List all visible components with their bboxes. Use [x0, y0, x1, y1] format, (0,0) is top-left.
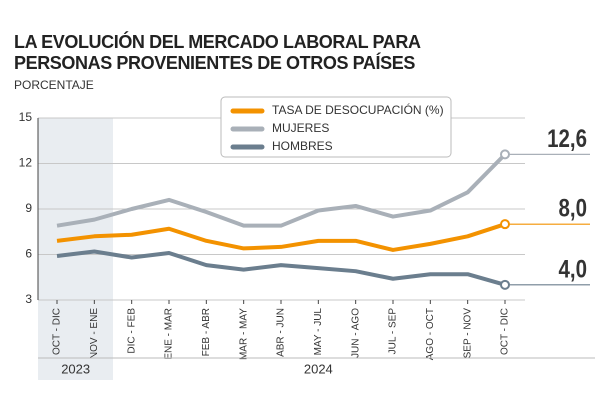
x-tick-label: JUL - SEP: [388, 308, 399, 355]
x-tick-label: OCT - DIC: [52, 308, 63, 355]
x-tick-label: NOV - ENE: [89, 308, 100, 359]
legend-label: MUJERES: [272, 121, 329, 135]
y-tick-label: 12: [19, 156, 33, 170]
period-label: 2024: [304, 361, 333, 376]
x-tick-label: OCT - DIC: [500, 308, 511, 355]
legend-box: [220, 96, 452, 158]
period-band: [38, 118, 113, 380]
x-tick-label: SEP - NOV: [462, 308, 473, 359]
series-line: [56, 222, 506, 252]
y-tick-label: 6: [25, 247, 32, 261]
end-point: [500, 149, 510, 160]
value-label: 8,0: [559, 194, 587, 222]
x-tick-label: JUN - AGO: [350, 308, 361, 358]
x-tick-label: DIC - FEB: [126, 308, 137, 354]
chart-subtitle: PORCENTAJE: [14, 78, 94, 92]
legend-label: TASA DE DESOCUPACIÓN (%): [272, 102, 444, 117]
value-label: 4,0: [559, 254, 587, 282]
chart-title: LA EVOLUCIÓN DEL MERCADO LABORAL PARA PE…: [14, 32, 420, 73]
x-tick-label: ABR - JUN: [276, 308, 287, 357]
x-tick-label: MAR - MAY: [238, 308, 249, 360]
y-tick-label: 15: [19, 110, 33, 124]
period-label: 2023: [61, 361, 90, 376]
x-tick-label: MAY - JUL: [313, 308, 324, 356]
x-tick-label: FEB - ABR: [201, 308, 212, 356]
x-tick-label: AGO - OCT: [425, 308, 436, 360]
x-tick-label: ENE - MAR: [164, 308, 175, 360]
end-point: [500, 219, 510, 230]
end-point: [500, 279, 510, 290]
value-label: 12,6: [547, 124, 587, 152]
legend-label: HOMBRES: [272, 139, 333, 153]
series-line: [56, 249, 506, 287]
y-tick-label: 9: [25, 201, 32, 215]
series-line: [56, 152, 507, 228]
y-tick-label: 3: [25, 292, 32, 306]
